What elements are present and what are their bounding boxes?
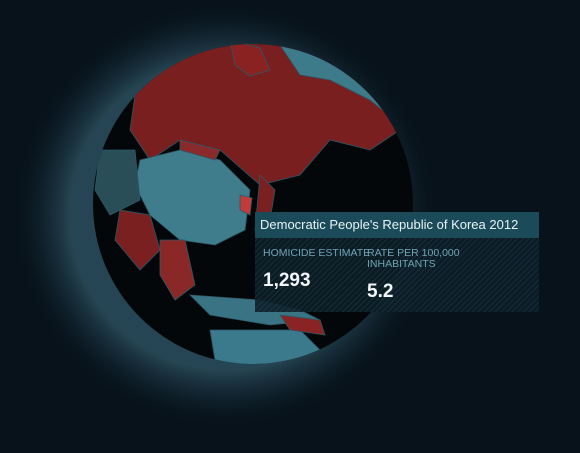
country-tooltip: Democratic People's Republic of Korea 20… (255, 212, 539, 312)
rate-column: RATE PER 100,000 INHABITANTS 5.2 (367, 248, 477, 303)
metric-label: HOMICIDE ESTIMATE (263, 247, 371, 259)
korea (239, 194, 253, 216)
papua (279, 314, 326, 336)
indochina (159, 239, 196, 301)
metric-value: 1,293 (263, 270, 311, 291)
south-asia (114, 209, 161, 271)
metric-value: 5.2 (367, 281, 394, 302)
arctic-island (229, 44, 271, 77)
mongolia (179, 139, 221, 161)
homicide-column: HOMICIDE ESTIMATE 1,293 (263, 248, 373, 292)
metric-label: RATE PER 100,000 INHABITANTS (367, 247, 460, 270)
tooltip-title: Democratic People's Republic of Korea 20… (255, 212, 539, 238)
central-asia (94, 149, 141, 216)
